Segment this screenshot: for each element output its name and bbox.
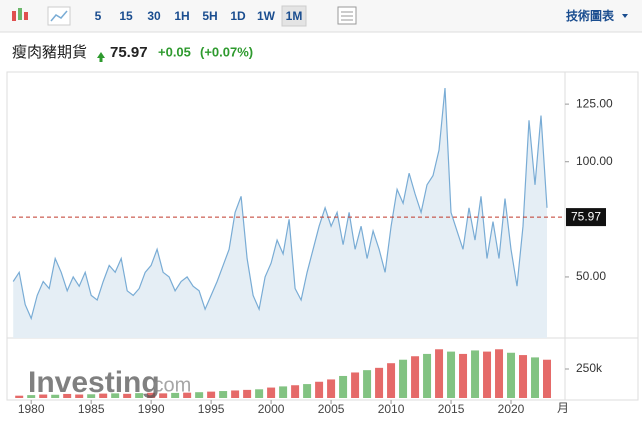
volume-bar [303,384,312,398]
price-change: +0.05 [158,44,191,59]
x-tick-label: 2010 [378,402,405,416]
volume-bar [27,395,36,398]
x-tick-label: 2015 [438,402,465,416]
candle-icon[interactable] [12,8,28,21]
volume-bar [423,353,432,398]
interval-button[interactable]: 30 [147,9,161,23]
y-tick-label: 125.00 [576,96,613,110]
volume-bar [267,387,276,398]
volume-bar [63,393,72,398]
volume-bar [135,393,144,398]
area-icon[interactable] [47,6,71,26]
volume-bar [411,356,420,398]
x-tick-label: 1980 [18,402,45,416]
price-change-pct: (+0.07%) [200,44,253,59]
price-area [13,88,547,338]
volume-bar [39,394,48,398]
instrument-name: 瘦肉豬期貨 [12,44,87,61]
volume-y-tick-label: 250k [576,361,603,375]
interval-button[interactable]: 15 [119,9,133,23]
volume-bar [87,394,96,398]
up-arrow [97,52,105,62]
chart-type-button[interactable]: 技術圖表 [566,8,615,23]
volume-bar [399,359,408,398]
volume-bar [351,372,360,398]
volume-bar [51,394,60,398]
interval-button[interactable]: 1D [230,9,246,23]
y-tick-label: 50.00 [576,269,606,283]
volume-bar [279,386,288,398]
y-tick-label: 100.00 [576,154,613,168]
volume-bar [123,393,132,398]
close-label-box [566,208,606,227]
volume-bar [231,390,240,398]
volume-bar [243,389,252,398]
watermark-brand: Investing [28,366,160,399]
price-line [12,87,548,321]
interval-button[interactable]: 1W [257,9,276,23]
selected-interval-bg [281,5,307,27]
table-icon[interactable] [337,6,357,25]
volume-bar [459,353,468,398]
volume-bar [447,351,456,398]
volume-bar [495,349,504,398]
chart-frame [6,71,639,401]
x-tick-label: 2000 [258,402,285,416]
volume-bar [327,379,336,398]
volume-bar [543,359,552,398]
volume-bar [207,391,216,398]
volume-bar [99,393,108,398]
toolbar [0,0,642,32]
volume-bar [111,393,120,398]
volume-bar [255,389,264,398]
volume-bar [363,370,372,398]
volume-bar [219,391,228,398]
volume-bar [171,392,180,398]
volume-bar [195,392,204,398]
volume-bar [531,357,540,398]
interval-button[interactable]: 1H [174,9,189,23]
volume-bar [435,349,444,398]
x-tick-label: 2005 [318,402,345,416]
x-tick-label: 1995 [198,402,225,416]
watermark-domain: .com [148,374,191,396]
interval-button[interactable]: 1M [286,9,303,23]
x-axis-unit: 月 [557,401,569,415]
volume-bar [75,394,84,398]
volume-bar [483,351,492,398]
volume-bar [507,352,516,398]
volume-bar [183,392,192,398]
interval-button[interactable]: 5H [202,9,217,23]
dropdown-arrow[interactable] [622,14,628,18]
plot [12,87,552,398]
volume-bar [315,381,324,398]
volume-bar [375,367,384,398]
last-price: 75.97 [110,44,148,61]
x-tick-label: 2020 [498,402,525,416]
volume-bar [471,350,480,398]
volume-bar [15,395,24,398]
volume-bar [339,375,348,398]
volume-bar [147,392,156,398]
volume-bar [387,363,396,398]
volume-bar [519,355,528,398]
x-tick-label: 1985 [78,402,105,416]
volume-bar [159,393,168,398]
x-tick-label: 1990 [138,402,165,416]
volume-bar [291,385,300,398]
interval-button[interactable]: 5 [95,9,102,23]
close-label: 75.97 [571,209,601,223]
